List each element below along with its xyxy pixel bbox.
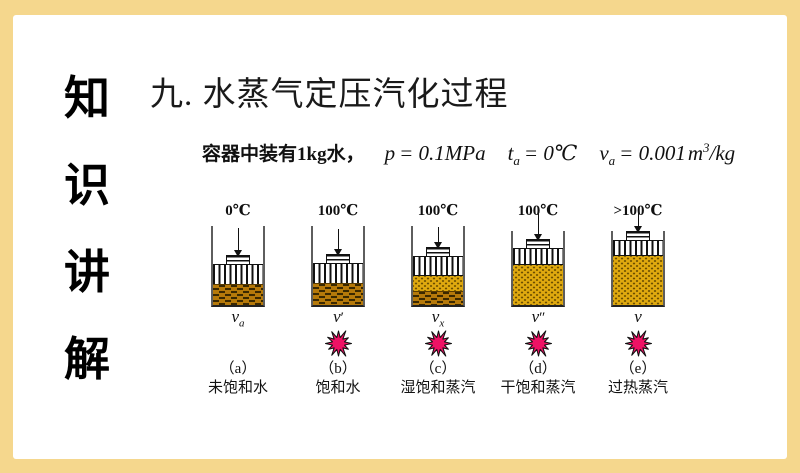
specific-volume-label: vx	[432, 307, 444, 329]
temperature-symbol: t	[507, 141, 514, 165]
volume-subscript: a	[608, 153, 616, 169]
volume-unit-denominator: /kg	[709, 141, 736, 165]
temperature-label: 100℃	[517, 203, 559, 219]
caption-name: 湿饱和蒸汽	[400, 380, 476, 396]
water-region	[313, 283, 363, 305]
vessel-zone	[288, 225, 388, 307]
steam-region	[413, 276, 463, 292]
side-title-char: 讲	[64, 246, 110, 298]
figure-columns: 0℃ va （a） 未饱和水 100℃	[188, 201, 688, 398]
volume-prime: ″	[539, 310, 545, 326]
heat-source-zone	[225, 329, 252, 357]
vessel-container	[511, 213, 565, 307]
piston-plate	[613, 240, 663, 256]
volume-base: v	[531, 307, 540, 326]
steam-region	[613, 256, 663, 305]
vessel-container	[311, 226, 365, 307]
down-arrow-icon	[233, 250, 242, 257]
volume-unit: m	[687, 141, 704, 165]
temperature-label: 0℃	[225, 203, 251, 219]
heat-star-icon	[324, 329, 352, 357]
piston-plate	[313, 263, 363, 284]
vessel-zone	[388, 225, 488, 307]
vessel-container	[611, 207, 665, 307]
caption-letter: （e）	[619, 361, 657, 377]
water-region	[413, 291, 463, 305]
conditions-line: 容器中装有1kg水， p = 0.1MPa ta = 0℃ va = 0.001m3/…	[202, 139, 762, 169]
caption-letter: （a）	[219, 361, 257, 377]
vessel-container	[411, 226, 465, 307]
side-title-char: 知	[64, 72, 110, 124]
temperature-formula: ta = 0℃	[508, 141, 580, 169]
piston-rod	[438, 227, 439, 245]
volume-sub: a	[239, 317, 245, 330]
side-title-char: 解	[64, 333, 110, 385]
heat-star-icon	[524, 329, 552, 357]
vessel-zone	[188, 225, 288, 307]
specific-volume-label: v″	[531, 307, 546, 329]
heat-source-zone	[624, 329, 652, 357]
vessel-column: 100℃ vx （c） 湿饱和蒸汽	[388, 201, 488, 398]
caption-letter: （b）	[319, 361, 357, 377]
vessel-zone	[588, 207, 688, 307]
temperature-value: = 0℃	[523, 141, 578, 165]
volume-base: v	[231, 307, 240, 326]
temperature-subscript: a	[513, 153, 520, 169]
piston-rod	[638, 207, 639, 229]
conditions-intro: 容器中装有1kg水，	[202, 144, 365, 165]
vessel-column: 100℃ v″ （d） 干饱和蒸汽	[488, 201, 588, 398]
volume-base: v	[634, 307, 642, 326]
heat-star-icon	[424, 329, 452, 357]
volume-prime: ′	[340, 310, 344, 326]
volume-value: = 0.001	[619, 141, 686, 165]
caption-name: 过热蒸汽	[607, 380, 668, 396]
pressure-value: = 0.1MPa	[399, 141, 486, 165]
piston-plate	[413, 256, 463, 276]
volume-sub: x	[439, 317, 445, 330]
vertical-side-title: 知 识 讲 解	[52, 75, 122, 382]
down-arrow-icon	[333, 249, 342, 256]
piston-rod	[338, 229, 339, 252]
down-arrow-icon	[433, 242, 442, 249]
volume-unit-exponent: 3	[703, 140, 710, 155]
caption-name: 未饱和水	[207, 380, 268, 396]
caption-name: 饱和水	[315, 380, 361, 396]
vessel-column: >100℃ v （e） 过热蒸汽	[588, 201, 688, 398]
caption-letter: （d）	[519, 361, 557, 377]
heat-source-zone	[524, 329, 552, 357]
temperature-label: 100℃	[317, 203, 359, 219]
temperature-label: 100℃	[417, 203, 459, 219]
heat-source-zone	[324, 329, 352, 357]
specific-volume-label: v′	[333, 307, 344, 329]
caption-name: 干饱和蒸汽	[500, 380, 576, 396]
down-arrow-icon	[633, 226, 642, 233]
caption-letter: （c）	[419, 361, 457, 377]
heat-source-zone	[424, 329, 452, 357]
water-region	[213, 284, 263, 305]
vessel-column: 0℃ va （a） 未饱和水	[188, 201, 288, 398]
vessel-zone	[488, 213, 588, 307]
volume-base: v	[333, 307, 341, 326]
steam-region	[513, 265, 563, 305]
piston-rod	[238, 228, 239, 253]
vessel-column: 100℃ v′ （b） 饱和水	[288, 201, 388, 398]
pressure-formula: p = 0.1MPa	[385, 141, 488, 166]
pressure-symbol: p	[384, 141, 396, 165]
side-title-char: 识	[64, 159, 110, 211]
vessel-container	[211, 226, 265, 307]
specific-volume-label: va	[231, 307, 244, 329]
piston-rod	[538, 213, 539, 237]
volume-base: v	[431, 307, 440, 326]
specific-volume-formula: va = 0.001m3/kg	[599, 140, 735, 169]
down-arrow-icon	[533, 234, 542, 241]
piston-plate	[213, 264, 263, 285]
volume-symbol: v	[599, 141, 609, 165]
page-title: 九. 水蒸气定压汽化过程	[150, 77, 509, 113]
piston-plate	[513, 248, 563, 265]
heat-star-icon	[624, 329, 652, 357]
specific-volume-label: v	[634, 307, 642, 329]
slide: 知 识 讲 解 九. 水蒸气定压汽化过程 容器中装有1kg水， p = 0.1MP…	[13, 15, 787, 459]
